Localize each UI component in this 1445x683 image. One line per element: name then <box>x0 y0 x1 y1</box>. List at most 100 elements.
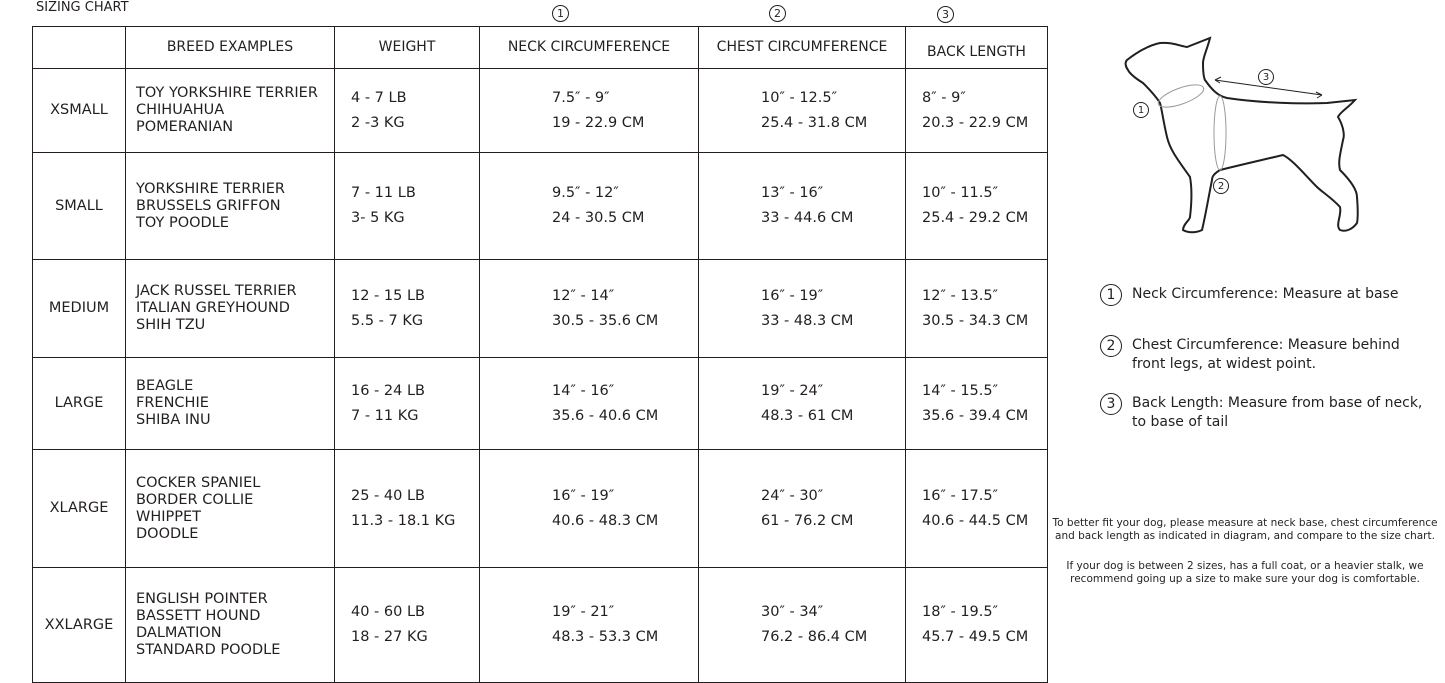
header-back: BACK LENGTH <box>905 26 1048 69</box>
dog-outline <box>1124 36 1359 234</box>
back-cell-line: 16″ - 17.5″ <box>922 487 999 504</box>
back-cell: 18″ - 19.5″ 45.7 - 49.5 CM <box>905 567 1048 683</box>
neck-cell: 9.5″ - 12″ 24 - 30.5 CM <box>479 152 699 260</box>
chest-cell-line: 13″ - 16″ <box>761 185 824 201</box>
breed-cell-line: CHIHUAHUA <box>136 102 225 118</box>
table-row: LARGE BEAGLE FRENCHIE SHIBA INU 16 - 24 LB 7 … <box>32 357 1048 450</box>
chest-cell: 13″ - 16″ 33 - 44.6 CM <box>698 152 906 260</box>
table-row: XXLARGE ENGLISH POINTER BASSETT HOUND DALMA… <box>32 567 1048 683</box>
weight-cell: 12 - 15 LB 5.5 - 7 KG <box>334 259 480 358</box>
diagram-marker-chest: 2 <box>1213 178 1229 194</box>
breed-cell-line: SHIBA INU <box>136 412 211 428</box>
chart-title: SIZING CHART <box>36 0 129 15</box>
chest-measure-ring <box>1213 95 1227 171</box>
back-cell-line: 8″ - 9″ <box>922 89 966 106</box>
header-chest: CHEST CIRCUMFERENCE <box>698 26 906 69</box>
chest-cell-line: 10″ - 12.5″ <box>761 89 838 106</box>
breed-cell-line: YORKSHIRE TERRIER <box>136 180 285 197</box>
neck-cell-line: 9.5″ - 12″ <box>552 185 619 201</box>
legend-back: 3 Back Length: Measure from base of neck… <box>1100 393 1430 432</box>
back-cell: 16″ - 17.5″ 40.6 - 44.5 CM <box>905 449 1048 568</box>
weight-cell-line: 7 - 11 KG <box>351 407 419 424</box>
neck-cell-line: 19″ - 21″ <box>552 604 615 620</box>
legend-text: Chest Circumference: Measure behind fron… <box>1132 337 1400 372</box>
neck-cell-line: 19 - 22.9 CM <box>552 114 645 131</box>
chest-cell-line: 61 - 76.2 CM <box>761 512 854 529</box>
breed-cell-line: WHIPPET <box>136 508 202 525</box>
breed-cell-line: TOY YORKSHIRE TERRIER <box>136 85 318 101</box>
neck-measure-ring <box>1157 84 1205 108</box>
weight-cell-line: 4 - 7 LB <box>351 89 407 106</box>
breed-cell-line: TOY POODLE <box>136 214 229 231</box>
table-row: XSMALL TOY YORKSHIRE TERRIER CHIHUAHUA POME… <box>32 68 1048 153</box>
legend-text: Back Length: Measure from base of neck, … <box>1132 395 1423 430</box>
neck-cell-line: 30.5 - 35.6 CM <box>552 312 659 329</box>
breed-cell-line: ENGLISH POINTER <box>136 591 268 607</box>
weight-cell-line: 5.5 - 7 KG <box>351 312 424 329</box>
breed-cell-line: BASSETT HOUND <box>136 608 261 624</box>
back-cell-line: 18″ - 19.5″ <box>922 604 999 620</box>
legend-neck: 1 Neck Circumference: Measure at base <box>1100 284 1430 306</box>
breed-cell-line: DOODLE <box>136 525 199 542</box>
weight-cell-line: 2 -3 KG <box>351 114 405 131</box>
weight-cell-line: 25 - 40 LB <box>351 487 425 504</box>
breed-cell-line: DALMATION <box>136 625 222 641</box>
back-cell: 12″ - 13.5″ 30.5 - 34.3 CM <box>905 259 1048 358</box>
marker-neck: 1 <box>552 5 569 22</box>
neck-cell-line: 12″ - 14″ <box>552 287 615 304</box>
marker-chest: 2 <box>769 5 786 22</box>
weight-cell-line: 11.3 - 18.1 KG <box>351 512 456 529</box>
chest-cell-line: 16″ - 19″ <box>761 287 824 304</box>
chest-cell: 30″ - 34″ 76.2 - 86.4 CM <box>698 567 906 683</box>
back-cell-line: 35.6 - 39.4 CM <box>922 407 1029 424</box>
table-row: MEDIUM JACK RUSSEL TERRIER ITALIAN GREYHOU… <box>32 259 1048 358</box>
fit-note: To better fit your dog, please measure a… <box>1052 517 1438 542</box>
weight-cell-line: 3- 5 KG <box>351 210 405 226</box>
neck-cell: 12″ - 14″ 30.5 - 35.6 CM <box>479 259 699 358</box>
back-cell-line: 20.3 - 22.9 CM <box>922 114 1029 131</box>
marker-back: 3 <box>937 6 954 23</box>
breed-cell-line: JACK RUSSEL TERRIER <box>136 283 297 299</box>
legend-chest: 2 Chest Circumference: Measure behind fr… <box>1100 335 1430 374</box>
table-row: SMALL YORKSHIRE TERRIER BRUSSELS GRIFFON TO… <box>32 152 1048 260</box>
chest-cell-line: 76.2 - 86.4 CM <box>761 629 868 645</box>
neck-cell: 14″ - 16″ 35.6 - 40.6 CM <box>479 357 699 450</box>
weight-cell: 25 - 40 LB 11.3 - 18.1 KG <box>334 449 480 568</box>
back-cell-line: 30.5 - 34.3 CM <box>922 312 1029 329</box>
neck-cell-line: 35.6 - 40.6 CM <box>552 407 659 424</box>
header-breed: BREED EXAMPLES <box>125 26 335 69</box>
breed-cell-line: FRENCHIE <box>136 395 209 411</box>
header-size <box>32 26 126 69</box>
diagram-marker-neck: 1 <box>1133 102 1149 118</box>
chest-cell-line: 33 - 44.6 CM <box>761 210 854 226</box>
breed-cell: ENGLISH POINTER BASSETT HOUND DALMATION STA… <box>125 567 335 683</box>
back-cell-line: 40.6 - 44.5 CM <box>922 512 1029 529</box>
weight-cell-line: 7 - 11 LB <box>351 185 416 201</box>
neck-cell-line: 16″ - 19″ <box>552 487 615 504</box>
back-cell: 10″ - 11.5″ 25.4 - 29.2 CM <box>905 152 1048 260</box>
legend-number: 3 <box>1100 393 1122 415</box>
back-cell-line: 14″ - 15.5″ <box>922 382 999 399</box>
weight-cell: 16 - 24 LB 7 - 11 KG <box>334 357 480 450</box>
back-cell: 14″ - 15.5″ 35.6 - 39.4 CM <box>905 357 1048 450</box>
size-note: If your dog is between 2 sizes, has a fu… <box>1066 560 1424 585</box>
chest-cell-line: 48.3 - 61 CM <box>761 407 854 424</box>
breed-cell-line: STANDARD POODLE <box>136 642 281 658</box>
neck-cell-line: 14″ - 16″ <box>552 382 615 399</box>
back-cell-line: 12″ - 13.5″ <box>922 287 999 304</box>
breed-cell: TOY YORKSHIRE TERRIER CHIHUAHUA POMERANIAN <box>125 68 335 153</box>
weight-cell-line: 16 - 24 LB <box>351 382 425 399</box>
breed-cell-line: BEAGLE <box>136 378 194 394</box>
sizing-table: BREED EXAMPLES WEIGHT NECK CIRCUMFERENCE… <box>32 26 1048 683</box>
back-cell-line: 25.4 - 29.2 CM <box>922 210 1029 226</box>
back-length-arrow <box>1214 79 1323 96</box>
back-cell-line: 10″ - 11.5″ <box>922 185 999 201</box>
neck-cell-line: 40.6 - 48.3 CM <box>552 512 659 529</box>
neck-cell-line: 7.5″ - 9″ <box>552 89 610 106</box>
breed-cell-line: BRUSSELS GRIFFON <box>136 197 281 214</box>
weight-cell: 40 - 60 LB 18 - 27 KG <box>334 567 480 683</box>
neck-cell-line: 24 - 30.5 CM <box>552 210 645 226</box>
back-cell: 8″ - 9″ 20.3 - 22.9 CM <box>905 68 1048 153</box>
header-neck: NECK CIRCUMFERENCE <box>479 26 699 69</box>
diagram-marker-back: 3 <box>1258 69 1274 85</box>
